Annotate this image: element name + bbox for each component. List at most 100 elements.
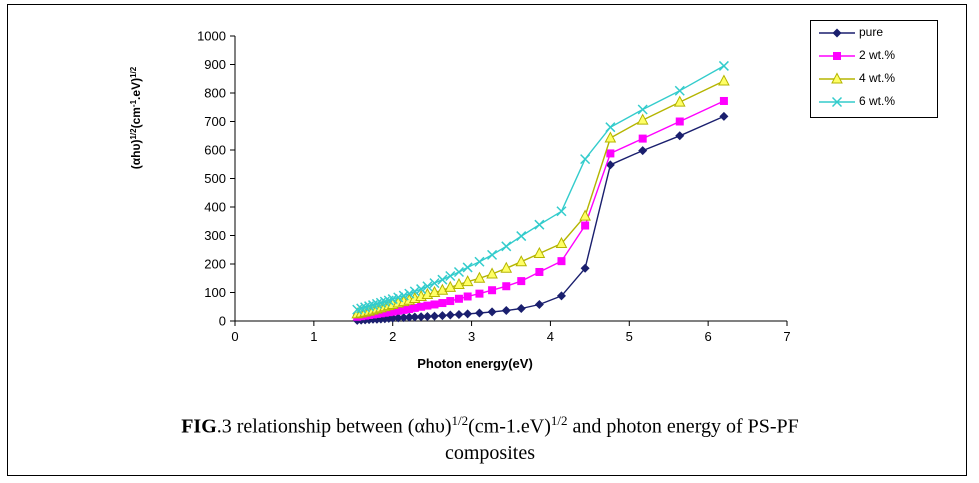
series-2 <box>351 74 730 319</box>
data-point <box>462 262 473 273</box>
y-tick-label: 400 <box>204 200 226 215</box>
figure-frame <box>7 4 967 476</box>
data-point <box>430 300 439 309</box>
data-point <box>416 312 426 322</box>
data-point <box>416 284 427 295</box>
data-point <box>398 290 409 301</box>
data-point <box>675 117 684 126</box>
y-tick-label: 900 <box>204 57 226 72</box>
data-point <box>516 231 527 242</box>
data-point <box>501 305 511 315</box>
data-point <box>580 263 590 273</box>
data-point <box>409 286 420 297</box>
marker-stroke <box>556 206 567 217</box>
series-0 <box>352 111 729 325</box>
data-point <box>430 311 440 321</box>
marker-stroke <box>437 274 448 285</box>
data-point <box>535 267 544 276</box>
y-axis-label-part: 1/2 <box>129 66 138 78</box>
data-point <box>446 297 455 306</box>
data-point <box>417 302 426 311</box>
data-point <box>474 308 484 318</box>
caption-sup-1: 1/2 <box>451 413 469 428</box>
y-tick-label: 600 <box>204 143 226 158</box>
data-point <box>515 255 528 267</box>
marker-stroke <box>404 288 415 299</box>
legend-marker <box>832 28 842 38</box>
data-point <box>445 310 455 320</box>
marker-stroke <box>487 249 498 260</box>
data-point <box>463 309 473 319</box>
data-point <box>394 306 403 315</box>
data-point <box>399 313 409 323</box>
x-tick-label: 5 <box>626 329 633 344</box>
marker-stroke <box>474 256 485 267</box>
caption-text-1: .3 relationship between (αhυ) <box>216 415 452 438</box>
data-point <box>517 277 526 286</box>
y-tick-label: 0 <box>219 314 226 329</box>
data-point <box>719 111 729 121</box>
data-point <box>637 104 648 115</box>
series-line <box>357 100 725 318</box>
caption-sup-2: 1/2 <box>550 413 568 428</box>
x-tick-label: 6 <box>705 329 712 344</box>
marker-stroke <box>637 104 648 115</box>
marker-stroke <box>409 286 420 297</box>
legend-marker <box>831 96 843 108</box>
marker-stroke <box>398 290 409 301</box>
data-point <box>453 266 464 278</box>
marker-stroke <box>393 292 404 303</box>
legend-label: 2 wt.% <box>859 48 896 62</box>
series-1 <box>353 96 728 321</box>
x-tick-label: 2 <box>389 329 396 344</box>
data-point <box>393 292 404 303</box>
figure-caption: FIG.3 relationship between (αhυ)1/2(cm-1… <box>40 408 940 466</box>
y-axis-label: (αhυ)1/2(cm-1.eV)1/2 <box>129 66 144 169</box>
data-point <box>393 313 403 323</box>
marker-stroke <box>674 85 685 96</box>
data-point <box>500 261 513 273</box>
data-point <box>604 131 617 143</box>
legend-label: 6 wt.% <box>859 94 896 108</box>
data-point <box>718 60 729 71</box>
y-axis-label-part: (cm <box>129 107 143 128</box>
marker-stroke <box>387 294 398 305</box>
marker-stroke <box>462 262 473 273</box>
caption-text-3: and photon energy of PS-PF <box>567 415 799 438</box>
legend-item-2wt: 2 wt.% <box>811 46 939 66</box>
data-point <box>461 275 474 287</box>
y-tick-label: 100 <box>204 285 226 300</box>
data-point <box>453 277 465 290</box>
data-point <box>674 85 685 96</box>
caption-text-2: (cm-1.eV) <box>468 415 551 438</box>
y-tick-label: 200 <box>204 257 226 272</box>
data-point <box>487 307 497 317</box>
y-axis-label-part: .eV) <box>129 78 143 100</box>
data-point <box>580 154 591 165</box>
legend: pure 2 wt.% 4 wt.% 6 wt.% <box>810 20 938 118</box>
legend-marker <box>833 52 841 60</box>
marker-stroke <box>416 284 427 295</box>
data-point <box>445 270 456 282</box>
legend-symbol <box>819 28 855 38</box>
legend-label: 4 wt.% <box>859 71 896 85</box>
marker-stroke <box>534 219 545 230</box>
data-point <box>488 286 497 295</box>
data-point <box>638 134 647 143</box>
caption-line-1: FIG.3 relationship between (αhυ)1/2(cm-1… <box>40 408 940 440</box>
marker-stroke <box>831 96 843 108</box>
y-tick-label: 500 <box>204 171 226 186</box>
data-point <box>486 267 498 279</box>
data-point <box>399 305 408 314</box>
data-point <box>473 271 486 283</box>
data-point <box>444 280 457 292</box>
legend-item-4wt: 4 wt.% <box>811 69 939 89</box>
data-point <box>605 160 615 170</box>
data-point <box>423 301 432 310</box>
legend-marker <box>831 72 843 84</box>
data-point <box>638 146 648 156</box>
marker-stroke <box>429 278 440 289</box>
data-point <box>581 221 590 230</box>
data-point <box>675 131 685 141</box>
